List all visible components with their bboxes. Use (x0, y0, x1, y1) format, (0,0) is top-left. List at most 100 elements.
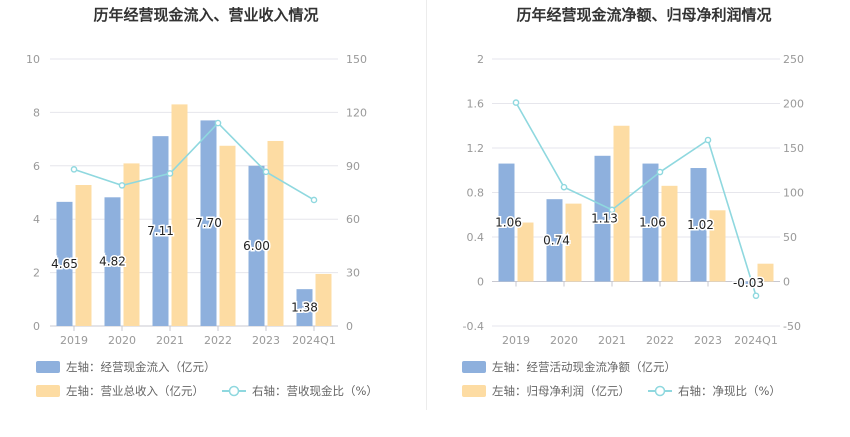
y-left-tick-label: 1.2 (467, 142, 485, 155)
ratio-point (214, 119, 222, 127)
x-tick-label: 2022 (204, 334, 232, 347)
ratio-point (118, 182, 126, 189)
x-tick-label: 2020 (550, 334, 578, 347)
bar-data-label: 1.13 (591, 212, 618, 226)
legend-line-marker (654, 385, 666, 397)
bar-secondary (517, 222, 534, 282)
legend-swatch (462, 385, 486, 397)
bar-data-label: 7.11 (147, 224, 174, 238)
y-left-tick-label: 0.8 (467, 187, 485, 200)
y-left-tick-label: 2 (33, 267, 40, 280)
bar-primary (296, 289, 313, 326)
legend-swatch (36, 361, 60, 373)
ratio-line (515, 102, 757, 296)
bar-secondary (219, 145, 236, 326)
y-right-tick-label: 0 (783, 276, 790, 289)
ratio-point (166, 170, 174, 177)
bar-secondary (267, 140, 284, 326)
y-left-tick-label: 0 (33, 320, 40, 333)
ratio-point (656, 168, 664, 176)
bar-data-label: 1.02 (687, 218, 714, 232)
ratio-point (262, 168, 270, 176)
y-left-tick-label: 1.6 (467, 98, 485, 111)
bar-data-label: 1.06 (495, 216, 522, 230)
y-right-tick-label: 200 (783, 98, 804, 111)
legend-label: 左轴：归母净利润（亿元） (492, 384, 630, 398)
y-left-tick-label: 0 (477, 276, 484, 289)
y-right-tick-label: 100 (783, 187, 804, 200)
bar-primary (104, 197, 121, 326)
bar-primary (498, 163, 515, 282)
x-tick-label: 2021 (156, 334, 184, 347)
bar-primary (56, 201, 73, 326)
y-left-tick-label: -0.4 (463, 320, 484, 333)
bar-primary (594, 155, 611, 282)
y-right-tick-label: 250 (783, 53, 804, 66)
y-right-tick-label: 50 (783, 231, 797, 244)
bar-data-label: 0.74 (543, 233, 570, 247)
bar-primary (546, 199, 563, 282)
ratio-point (70, 166, 78, 173)
chart-title: 历年经营现金流净额、归母净利润情况 (516, 6, 771, 24)
bar-secondary (757, 263, 774, 282)
bar-primary (738, 281, 755, 285)
x-tick-label: 2019 (60, 334, 88, 347)
y-left-tick-label: 8 (33, 106, 40, 119)
bar-data-label: 1.38 (291, 301, 318, 315)
bar-secondary (565, 203, 582, 282)
y-right-tick-label: 30 (346, 267, 360, 280)
y-right-tick-label: 60 (346, 213, 360, 226)
ratio-point (310, 196, 318, 204)
ratio-line (73, 121, 315, 201)
x-tick-label: 2024Q1 (734, 334, 778, 347)
bar-data-label: 6.00 (243, 239, 270, 253)
bar-secondary (171, 104, 188, 326)
bar-data-label: 1.06 (639, 216, 666, 230)
bar-secondary (315, 273, 332, 326)
ratio-point (752, 292, 760, 300)
bar-secondary (75, 185, 92, 326)
cash-inflow-revenue-chart: 历年经营现金流入、营业收入情况 0 2 4 6 8 10 0 30 60 90 120 150 2019 2… (26, 6, 378, 398)
ratio-point (704, 136, 712, 144)
bar-secondary (613, 125, 630, 282)
chart-title: 历年经营现金流入、营业收入情况 (93, 6, 318, 24)
y-right-tick-label: 150 (346, 53, 367, 66)
y-right-tick-label: 90 (346, 160, 360, 173)
bar-primary (200, 120, 217, 326)
y-left-tick-label: 4 (33, 213, 40, 226)
bar-primary (690, 168, 707, 282)
bar-primary (152, 136, 169, 326)
y-right-tick-label: 0 (346, 320, 353, 333)
x-tick-label: 2021 (598, 334, 626, 347)
panel-divider (426, 0, 427, 410)
bar-secondary (661, 185, 678, 282)
x-tick-label: 2020 (108, 334, 136, 347)
bar-data-label: 4.65 (51, 257, 78, 271)
y-right-tick-label: -50 (783, 320, 801, 333)
legend-swatch (36, 385, 60, 397)
y-right-tick-label: 150 (783, 142, 804, 155)
bar-secondary (123, 163, 140, 326)
bar-data-label: -0.03 (733, 276, 764, 290)
legend-label: 右轴：营收现金比（%） (252, 384, 378, 398)
x-tick-label: 2023 (252, 334, 280, 347)
bar-data-label: 4.82 (99, 255, 126, 269)
ratio-point (512, 99, 520, 106)
bar-secondary (709, 210, 726, 282)
legend-label: 左轴：经营活动现金流净额（亿元） (492, 360, 676, 374)
bar-data-label: 7.70 (195, 216, 222, 230)
y-left-tick-label: 6 (33, 160, 40, 173)
legend-label: 右轴：净现比（%） (678, 384, 781, 398)
legend-swatch (462, 361, 486, 373)
x-tick-label: 2022 (646, 334, 674, 347)
x-tick-label: 2024Q1 (292, 334, 336, 347)
y-left-tick-label: 2 (477, 53, 484, 66)
y-right-tick-label: 120 (346, 106, 367, 119)
y-left-tick-label: 0.4 (467, 231, 485, 244)
y-left-tick-label: 10 (26, 53, 40, 66)
legend-label: 左轴：经营现金流入（亿元） (66, 360, 216, 374)
net-cash-flow-profit-chart: 历年经营现金流净额、归母净利润情况 -0.4 0 0.4 0.8 1.2 1.6 2 -50 0 5… (462, 6, 804, 398)
ratio-point (560, 183, 568, 191)
ratio-point (608, 206, 616, 214)
legend-line-marker (228, 385, 240, 397)
